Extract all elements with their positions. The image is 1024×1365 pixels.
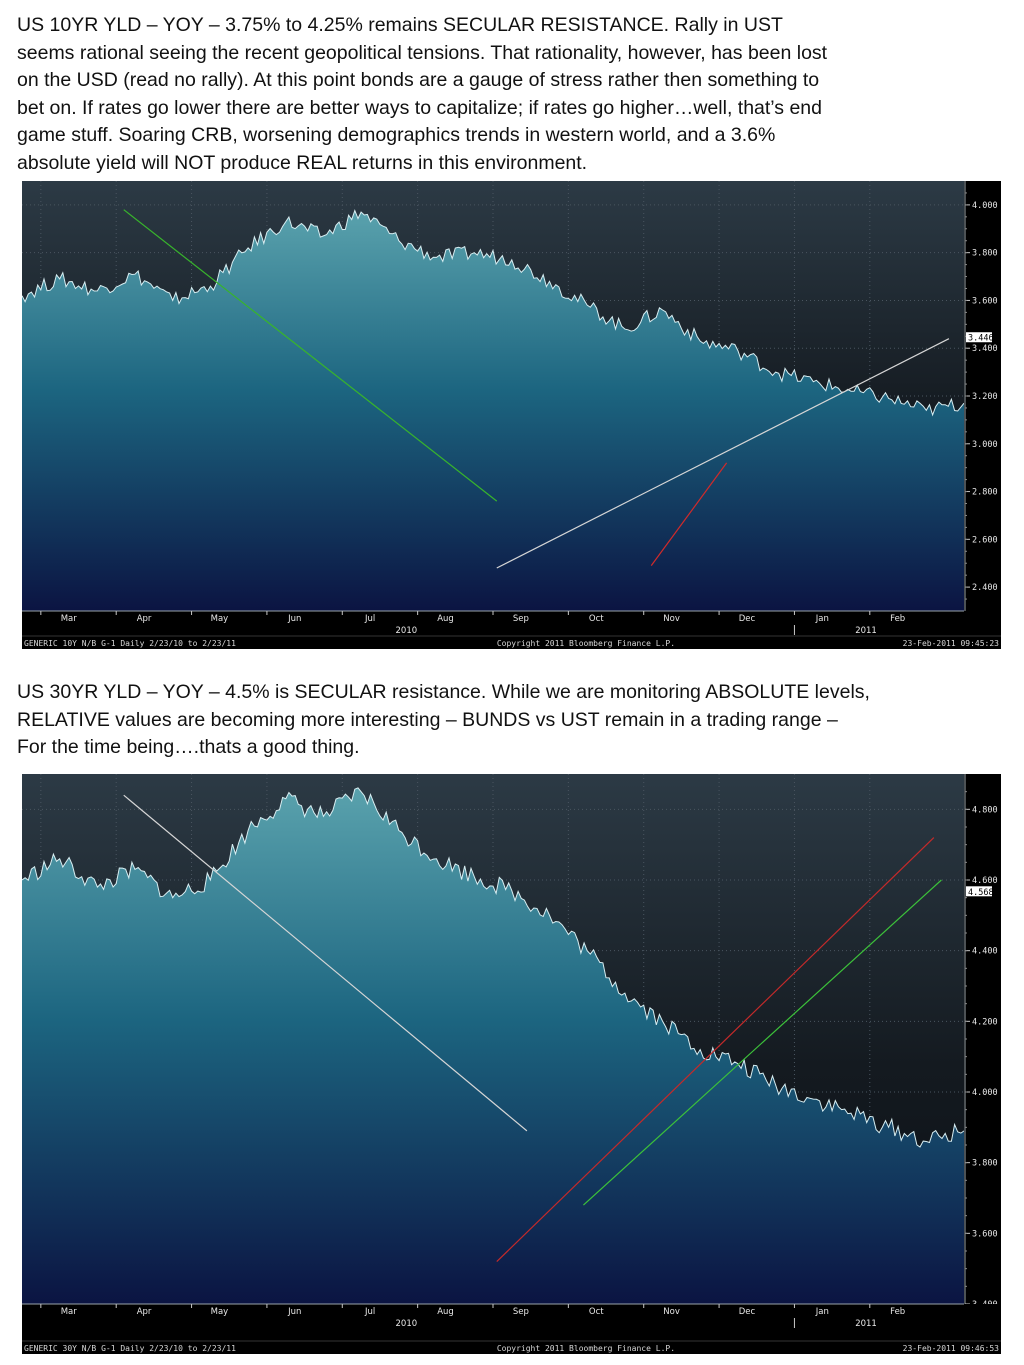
- x-tick-label: Apr: [137, 1307, 152, 1317]
- y-tick-label: 4.000: [972, 201, 998, 211]
- x-tick-label: Jun: [287, 614, 301, 624]
- y-axis-background: [964, 774, 1001, 1304]
- last-value-label: 3.446: [968, 334, 994, 344]
- caption-line: absolute yield will NOT produce REAL ret…: [17, 151, 588, 174]
- y-tick-label: 4.600: [972, 876, 998, 886]
- series-area: [22, 210, 964, 611]
- footer-left: GENERIC 10Y N/B G-1 Daily 2/23/10 to 2/2…: [24, 639, 236, 648]
- x-tick-label: Apr: [137, 614, 152, 624]
- x-tick-label: Oct: [589, 614, 604, 624]
- x-tick-label: Jul: [364, 614, 375, 624]
- trendline: [650, 462, 728, 566]
- x-tick-label: May: [211, 1307, 229, 1317]
- x-tick-label: Jul: [364, 1307, 375, 1317]
- series-line: [22, 787, 965, 1148]
- x-tick-label: Sep: [513, 614, 529, 624]
- footer-right: 23-Feb-2011 09:46:53: [903, 1344, 1000, 1353]
- chart-30yr-panel: 4.8004.6004.4004.2004.0003.8003.6003.400…: [22, 774, 1001, 1354]
- y-tick-label: 3.600: [972, 296, 998, 306]
- series-line: [22, 209, 965, 417]
- x-tick-label: Feb: [890, 1307, 905, 1317]
- y-tick-label: 3.200: [972, 392, 998, 402]
- series-area: [22, 787, 964, 1304]
- y-tick-label: 3.800: [972, 249, 998, 259]
- x-tick-label: Dec: [739, 1307, 756, 1317]
- x-tick-label: Dec: [739, 614, 756, 624]
- year-label: 2011: [855, 1319, 877, 1329]
- trendline: [496, 837, 935, 1263]
- y-tick-label: 4.800: [972, 805, 998, 815]
- x-tick-label: Mar: [61, 1307, 78, 1317]
- chart-30yr: 4.8004.6004.4004.2004.0003.8003.6003.400…: [22, 774, 1001, 1354]
- caption-line: game stuff. Soaring CRB, worsening demog…: [17, 124, 776, 146]
- trendline: [123, 794, 528, 1132]
- y-tick-label: 3.800: [972, 1159, 998, 1169]
- y-tick-label: 2.800: [972, 488, 998, 498]
- x-axis-background: [22, 611, 1001, 649]
- caption-line: bet on. If rates go lower there are bett…: [17, 96, 822, 119]
- footer-center: Copyright 2011 Bloomberg Finance L.P.: [497, 639, 675, 648]
- caption-line: on the USD (read no rally). At this poin…: [17, 69, 820, 91]
- chart-10yr: 4.000 3.800 3.600 3.400 3.200 3.000 2.800 2.600…: [22, 181, 1001, 649]
- y-tick-label: 3.600: [972, 1229, 998, 1239]
- caption-line: seems rational seeing the recent geopoli…: [17, 41, 828, 64]
- caption-line: For the time being….thats a good thing.: [17, 736, 360, 758]
- y-tick-label: 2.600: [972, 535, 998, 545]
- x-tick-label: May: [211, 614, 229, 624]
- x-tick-label: Jan: [815, 1307, 829, 1317]
- last-value-box: [966, 332, 992, 343]
- x-axis-background: [22, 1304, 1001, 1354]
- last-value-label: 4.568: [968, 888, 994, 898]
- chart-10yr-panel: 4.000 3.800 3.600 3.400 3.200 3.000 2.800 2.600…: [22, 181, 1001, 649]
- x-tick-label: Jun: [287, 1307, 301, 1317]
- x-tick-label: Jan: [815, 614, 829, 624]
- x-tick-label: Aug: [437, 1307, 454, 1317]
- x-tick-label: Mar: [61, 614, 78, 624]
- last-value-box: [966, 886, 992, 897]
- y-tick-label: 3.400: [972, 344, 998, 354]
- y-tick-label: 4.000: [972, 1088, 998, 1098]
- caption-30yr: US 30YR YLD – YOY – 4.5% is SECULAR resi…: [17, 679, 1017, 762]
- footer-left: GENERIC 30Y N/B G-1 Daily 2/23/10 to 2/2…: [24, 1344, 236, 1353]
- y-tick-label: 3.000: [972, 440, 998, 450]
- caption-line: RELATIVE values are becoming more intere…: [17, 708, 838, 731]
- x-tick-label: Oct: [589, 1307, 604, 1317]
- y-tick-label: 2.400: [972, 583, 998, 593]
- year-label: 2011: [855, 626, 877, 636]
- trendline: [496, 338, 950, 569]
- y-tick-label: 4.400: [972, 947, 998, 957]
- x-tick-label: Aug: [437, 614, 454, 624]
- year-label: 2010: [396, 626, 418, 636]
- x-tick-label: Nov: [663, 1307, 680, 1317]
- x-tick-label: Feb: [890, 614, 905, 624]
- x-tick-label: Sep: [513, 1307, 529, 1317]
- caption-line: US 10YR YLD – YOY – 3.75% to 4.25% remai…: [17, 14, 783, 36]
- trendline: [583, 879, 942, 1206]
- footer-center: Copyright 2011 Bloomberg Finance L.P.: [497, 1344, 675, 1353]
- caption-10yr: US 10YR YLD – YOY – 3.75% to 4.25% remai…: [17, 12, 1017, 177]
- y-tick-label: 4.200: [972, 1017, 998, 1027]
- trendline: [123, 209, 498, 502]
- year-label: 2010: [396, 1319, 418, 1329]
- caption-line: US 30YR YLD – YOY – 4.5% is SECULAR resi…: [17, 681, 870, 703]
- footer-right: 23-Feb-2011 09:45:23: [903, 639, 1000, 648]
- y-axis-background: [964, 181, 1001, 611]
- x-tick-label: Nov: [663, 614, 680, 624]
